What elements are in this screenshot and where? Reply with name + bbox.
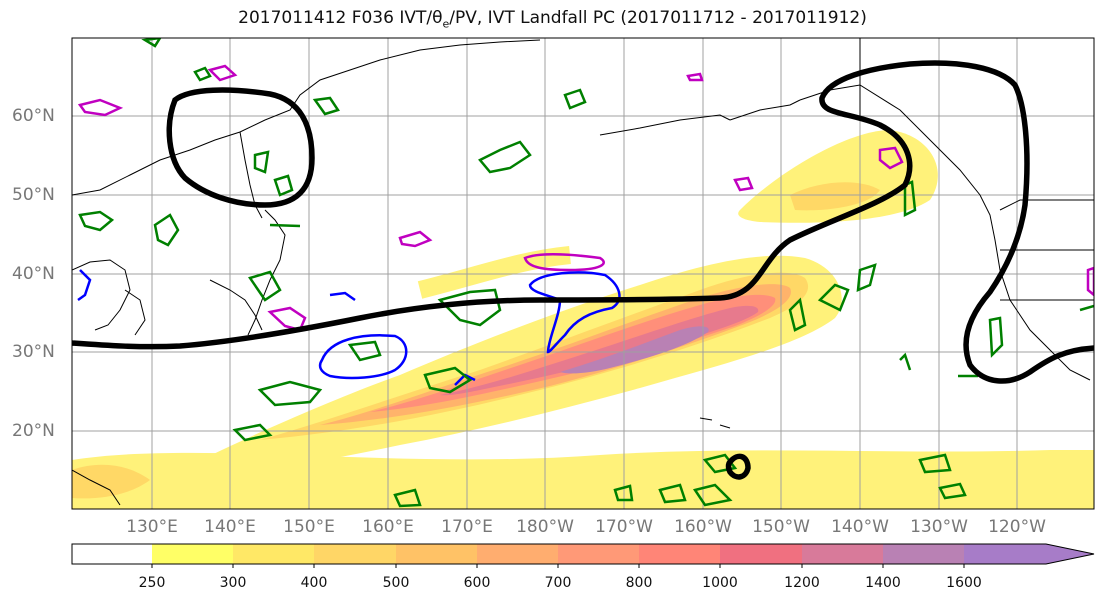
- lat-label: 20°N: [12, 421, 55, 441]
- title-subscript: e: [442, 17, 450, 31]
- colorbar-extend-arrow: [964, 544, 1094, 564]
- lon-label: 140°W: [831, 517, 889, 537]
- lon-label: 150°E: [283, 517, 335, 537]
- colorbar-bin: [639, 544, 720, 564]
- colorbar-bin: [396, 544, 477, 564]
- colorbar-bin: [477, 544, 558, 564]
- lon-label: 170°W: [595, 517, 653, 537]
- lat-label: 30°N: [12, 342, 55, 362]
- colorbar-tick-label: 400: [300, 575, 328, 591]
- colorbar-tick-label: 1200: [784, 575, 820, 591]
- lon-label: 140°E: [204, 517, 256, 537]
- colorbar-bin: [558, 544, 639, 564]
- lat-label: 40°N: [12, 264, 55, 284]
- lon-label: 160°W: [674, 517, 732, 537]
- lon-label: 130°E: [126, 517, 178, 537]
- colorbar-bin: [883, 544, 964, 564]
- ivt-shading: [72, 130, 1094, 509]
- lon-label: 170°E: [441, 517, 493, 537]
- colorbar-tick-label: 300: [219, 575, 247, 591]
- lon-label: 160°E: [362, 517, 414, 537]
- colorbar-tick-label: 250: [138, 575, 166, 591]
- lat-label: 60°N: [12, 106, 55, 126]
- colorbar-bin: [233, 544, 314, 564]
- title-prefix: 2017011412 F036 IVT/θ: [238, 8, 443, 28]
- colorbar-tick-label: 1400: [865, 575, 901, 591]
- lon-label: 150°W: [752, 517, 810, 537]
- colorbar-tick-label: 700: [544, 575, 572, 591]
- colorbar-bin: [152, 544, 233, 564]
- colorbar: [71, 543, 1095, 568]
- colorbar-tick-label: 1000: [702, 575, 738, 591]
- colorbar-bin: [72, 544, 152, 564]
- chart-title: 2017011412 F036 IVT/θe/PV, IVT Landfall …: [0, 8, 1105, 30]
- colorbar-bin: [802, 544, 883, 564]
- landfall-pc-contour: [72, 60, 1094, 480]
- lat-label: 50°N: [12, 185, 55, 205]
- colorbar-tick-label: 500: [382, 575, 410, 591]
- pv-contours: [78, 38, 1094, 508]
- colorbar-outline: [71, 543, 1095, 565]
- map-frame: [71, 37, 1095, 510]
- lon-label: 180°W: [516, 517, 574, 537]
- colorbar-bin: [720, 544, 802, 564]
- colorbar-tick-label: 600: [463, 575, 491, 591]
- coastlines: [72, 38, 1094, 506]
- colorbar-bin: [314, 544, 396, 564]
- lon-label: 120°W: [988, 517, 1046, 537]
- title-suffix: /PV, IVT Landfall PC (2017011712 - 20170…: [449, 8, 867, 28]
- colorbar-tick-label: 800: [625, 575, 653, 591]
- colorbar-tick-label: 1600: [946, 575, 982, 591]
- lon-label: 130°W: [910, 517, 968, 537]
